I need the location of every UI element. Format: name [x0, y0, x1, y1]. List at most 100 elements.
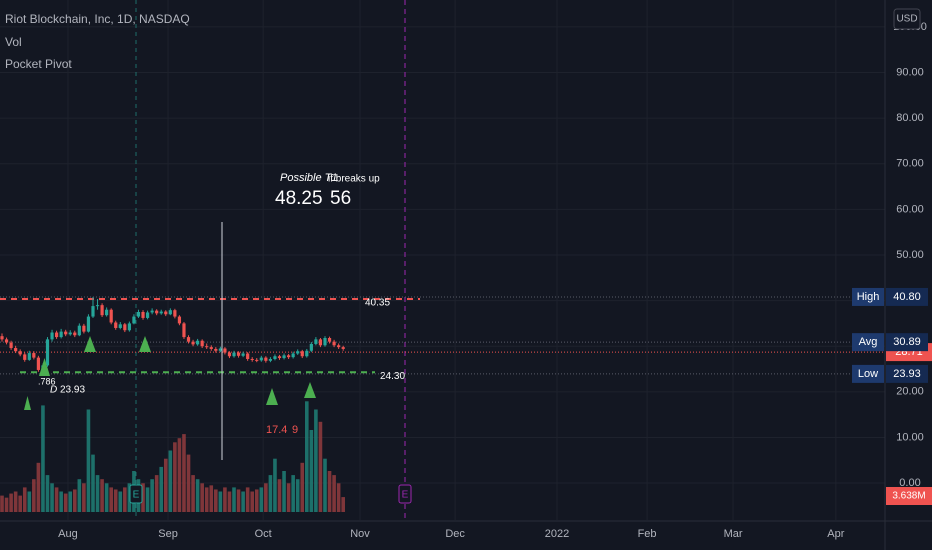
volume-bar	[68, 491, 73, 512]
volume-bar	[336, 483, 341, 512]
volume-bar	[177, 438, 182, 512]
volume-bar	[95, 475, 100, 512]
volume-bar	[104, 483, 109, 512]
candle-body	[95, 305, 100, 307]
volume-bar	[41, 405, 45, 512]
volume-bar	[227, 491, 232, 512]
volume-bar	[323, 458, 327, 512]
candle-body	[305, 350, 309, 357]
x-tick-label: Aug	[58, 528, 78, 540]
currency[interactable]: USD	[896, 14, 917, 25]
level-label: 40.35	[365, 298, 390, 309]
candle-body	[264, 357, 268, 361]
candle-body	[114, 322, 118, 328]
candle-body	[141, 312, 145, 318]
annotation: if breaks up	[328, 174, 380, 185]
volume-bar	[204, 487, 209, 512]
candle-body	[250, 358, 254, 360]
pivots	[24, 336, 316, 410]
candle-body	[86, 316, 91, 332]
pivot-arrow	[139, 336, 151, 352]
candle-body	[309, 343, 313, 351]
candle-body	[77, 325, 81, 336]
volume-bar	[318, 421, 323, 512]
candle-body	[82, 325, 86, 332]
volume-bar	[118, 491, 123, 512]
volume-bar	[300, 462, 305, 512]
volume-bar	[200, 483, 204, 512]
candle-body	[182, 323, 186, 338]
volume-bar	[286, 483, 291, 512]
candle-body	[155, 310, 159, 314]
levels: 40.35 24.30	[0, 296, 885, 382]
volume-bar	[259, 487, 264, 512]
candle-body	[136, 312, 141, 317]
volume-bar	[173, 442, 177, 512]
x-tick-label: Dec	[445, 528, 465, 540]
volume-bar	[209, 485, 214, 512]
volume-bar	[100, 479, 104, 512]
volume-bar	[223, 487, 227, 512]
earnings-marker: E	[398, 484, 412, 504]
volume-bar	[309, 430, 314, 512]
volume-bar	[32, 479, 36, 512]
candle-body	[127, 323, 131, 331]
candle-body	[227, 352, 232, 357]
volume-bar	[91, 454, 95, 512]
candle-body	[268, 358, 273, 361]
candle-body	[277, 356, 282, 359]
annotation: D	[50, 385, 57, 396]
earnings-label: E	[133, 490, 140, 501]
volume-bar	[232, 487, 236, 512]
candle-body	[109, 309, 113, 323]
volume-bar	[154, 475, 159, 512]
volume-bar	[0, 495, 4, 512]
volume-bar	[327, 471, 332, 512]
annotation: 9	[292, 424, 298, 436]
x-tick-label: Sep	[158, 528, 178, 540]
price-tag-box	[886, 333, 928, 352]
candle-body	[91, 306, 95, 317]
candle-body	[50, 332, 54, 340]
earnings-label: E	[402, 490, 409, 501]
price-tag-name-box	[852, 287, 884, 306]
volume-bar	[182, 434, 186, 512]
candle-body	[54, 332, 59, 338]
candle-body	[123, 324, 127, 331]
candle-body	[100, 305, 104, 316]
candle-body	[164, 311, 168, 315]
volume-bar	[341, 497, 345, 512]
price-tag-label: 40.80	[893, 291, 921, 303]
y-tick-label: 10.00	[896, 431, 924, 443]
volume-bar	[268, 475, 273, 512]
volume-bar	[236, 489, 241, 512]
candle-body	[23, 354, 27, 360]
pivot-arrow	[304, 382, 316, 398]
x-tick-label: Nov	[350, 528, 370, 540]
candle-body	[191, 341, 195, 345]
price-tag-name: Low	[858, 368, 878, 380]
volume-bar	[109, 487, 113, 512]
volume-tag-label: 3.638M	[892, 491, 925, 502]
y-tick-label: 60.00	[896, 203, 924, 215]
candle-body	[296, 351, 300, 354]
candle-body	[259, 357, 263, 361]
candle-body	[196, 340, 200, 345]
volume-bar	[250, 491, 255, 512]
indicator-label: Vol	[5, 35, 22, 49]
y-tick-label: 90.00	[896, 66, 924, 78]
volume-bar	[54, 487, 59, 512]
candle-body	[323, 338, 327, 346]
x-tick-label: Apr	[827, 528, 844, 540]
candle-body	[273, 356, 277, 359]
volume-bar	[282, 471, 286, 512]
volume-bar	[168, 450, 173, 512]
currency-button[interactable]: USD	[893, 8, 921, 30]
candle-body	[318, 339, 323, 346]
volume-bar	[241, 491, 245, 512]
candle-body	[59, 331, 63, 338]
volume-bar	[82, 483, 86, 512]
candle-body	[32, 353, 36, 358]
grid	[0, 0, 885, 520]
